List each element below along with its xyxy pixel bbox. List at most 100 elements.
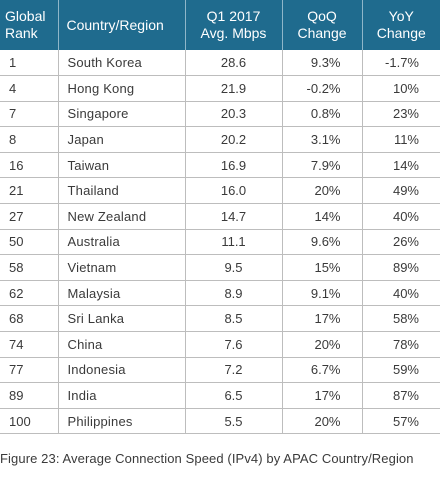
- country-cell: China: [58, 331, 186, 358]
- header-yoy-change-line1: YoY: [388, 8, 414, 24]
- header-global-rank-line2: Rank: [5, 25, 38, 41]
- country-cell: Philippines: [58, 408, 186, 435]
- rank-cell: 21: [0, 177, 59, 205]
- speed-cell: 7.6: [185, 331, 283, 358]
- table-row: 21 Thailand 16.0 20% 49%: [0, 177, 440, 205]
- qoq-cell: 9.1%: [282, 280, 363, 307]
- qoq-cell: 14%: [282, 203, 363, 230]
- rank-cell: 4: [0, 75, 59, 102]
- yoy-cell: 23%: [362, 101, 440, 128]
- yoy-cell: -1.7%: [362, 50, 440, 77]
- table-row: 7 Singapore 20.3 0.8% 23%: [0, 101, 440, 128]
- header-avg-mbps-line2: Avg. Mbps: [200, 25, 267, 41]
- header-global-rank-line1: Global: [5, 8, 46, 24]
- table-body: 1 South Korea 28.6 9.3% -1.7% 4 Hong Kon…: [0, 50, 440, 435]
- table-row: 8 Japan 20.2 3.1% 11%: [0, 126, 440, 153]
- figure-caption: Figure 23: Average Connection Speed (IPv…: [0, 451, 414, 466]
- qoq-cell: 20%: [282, 177, 363, 205]
- rank-cell: 50: [0, 229, 59, 256]
- country-cell: Malaysia: [58, 280, 186, 307]
- country-cell: South Korea: [58, 50, 186, 77]
- speed-cell: 8.5: [185, 305, 283, 333]
- qoq-cell: 20%: [282, 408, 363, 435]
- rank-cell: 7: [0, 101, 59, 128]
- speed-cell: 9.5: [185, 254, 283, 281]
- yoy-cell: 58%: [362, 305, 440, 333]
- table-row: 1 South Korea 28.6 9.3% -1.7%: [0, 50, 440, 77]
- table-row: 50 Australia 11.1 9.6% 26%: [0, 229, 440, 256]
- rank-cell: 27: [0, 203, 59, 230]
- header-qoq-change: QoQ Change: [282, 0, 363, 50]
- yoy-cell: 57%: [362, 408, 440, 435]
- rank-cell: 16: [0, 152, 59, 179]
- yoy-cell: 14%: [362, 152, 440, 179]
- rank-cell: 89: [0, 382, 59, 409]
- qoq-cell: 6.7%: [282, 357, 363, 384]
- table-row: 62 Malaysia 8.9 9.1% 40%: [0, 280, 440, 307]
- qoq-cell: 17%: [282, 382, 363, 409]
- table-row: 16 Taiwan 16.9 7.9% 14%: [0, 152, 440, 179]
- yoy-cell: 49%: [362, 177, 440, 205]
- yoy-cell: 11%: [362, 126, 440, 153]
- speed-cell: 28.6: [185, 50, 283, 77]
- rank-cell: 8: [0, 126, 59, 153]
- yoy-cell: 40%: [362, 280, 440, 307]
- header-avg-mbps: Q1 2017 Avg. Mbps: [185, 0, 283, 50]
- table-row: 68 Sri Lanka 8.5 17% 58%: [0, 305, 440, 333]
- table-row: 89 India 6.5 17% 87%: [0, 382, 440, 409]
- qoq-cell: 17%: [282, 305, 363, 333]
- rank-cell: 74: [0, 331, 59, 358]
- table-header: Global Rank Country/Region Q1 2017 Avg. …: [0, 0, 440, 50]
- header-country-region: Country/Region: [58, 0, 186, 50]
- speed-cell: 6.5: [185, 382, 283, 409]
- country-cell: Vietnam: [58, 254, 186, 281]
- table-row: 100 Philippines 5.5 20% 57%: [0, 408, 440, 435]
- country-cell: Japan: [58, 126, 186, 153]
- rank-cell: 68: [0, 305, 59, 333]
- qoq-cell: 15%: [282, 254, 363, 281]
- speed-cell: 21.9: [185, 75, 283, 102]
- rank-cell: 1: [0, 50, 59, 77]
- table-row: 27 New Zealand 14.7 14% 40%: [0, 203, 440, 230]
- country-cell: India: [58, 382, 186, 409]
- yoy-cell: 78%: [362, 331, 440, 358]
- qoq-cell: 9.3%: [282, 50, 363, 77]
- header-yoy-change: YoY Change: [362, 0, 440, 50]
- header-qoq-change-line2: Change: [297, 25, 347, 41]
- speed-cell: 16.0: [185, 177, 283, 205]
- country-cell: New Zealand: [58, 203, 186, 230]
- qoq-cell: 9.6%: [282, 229, 363, 256]
- country-cell: Singapore: [58, 101, 186, 128]
- header-global-rank: Global Rank: [0, 0, 59, 50]
- country-cell: Thailand: [58, 177, 186, 205]
- qoq-cell: 7.9%: [282, 152, 363, 179]
- speed-cell: 16.9: [185, 152, 283, 179]
- yoy-cell: 59%: [362, 357, 440, 384]
- speed-cell: 14.7: [185, 203, 283, 230]
- speed-cell: 20.3: [185, 101, 283, 128]
- speed-cell: 7.2: [185, 357, 283, 384]
- rank-cell: 58: [0, 254, 59, 281]
- country-cell: Sri Lanka: [58, 305, 186, 333]
- country-cell: Australia: [58, 229, 186, 256]
- table-row: 74 China 7.6 20% 78%: [0, 331, 440, 358]
- rank-cell: 100: [0, 408, 59, 435]
- country-cell: Taiwan: [58, 152, 186, 179]
- header-qoq-change-line1: QoQ: [307, 8, 337, 24]
- header-row: Global Rank Country/Region Q1 2017 Avg. …: [0, 0, 440, 50]
- speed-cell: 5.5: [185, 408, 283, 435]
- qoq-cell: 0.8%: [282, 101, 363, 128]
- qoq-cell: 3.1%: [282, 126, 363, 153]
- header-avg-mbps-line1: Q1 2017: [206, 8, 261, 24]
- yoy-cell: 89%: [362, 254, 440, 281]
- rank-cell: 62: [0, 280, 59, 307]
- yoy-cell: 26%: [362, 229, 440, 256]
- qoq-cell: 20%: [282, 331, 363, 358]
- table-row: 4 Hong Kong 21.9 -0.2% 10%: [0, 75, 440, 102]
- yoy-cell: 87%: [362, 382, 440, 409]
- header-yoy-change-line2: Change: [376, 25, 426, 41]
- speed-cell: 11.1: [185, 229, 283, 256]
- connection-speed-table: Global Rank Country/Region Q1 2017 Avg. …: [0, 0, 440, 435]
- speed-cell: 20.2: [185, 126, 283, 153]
